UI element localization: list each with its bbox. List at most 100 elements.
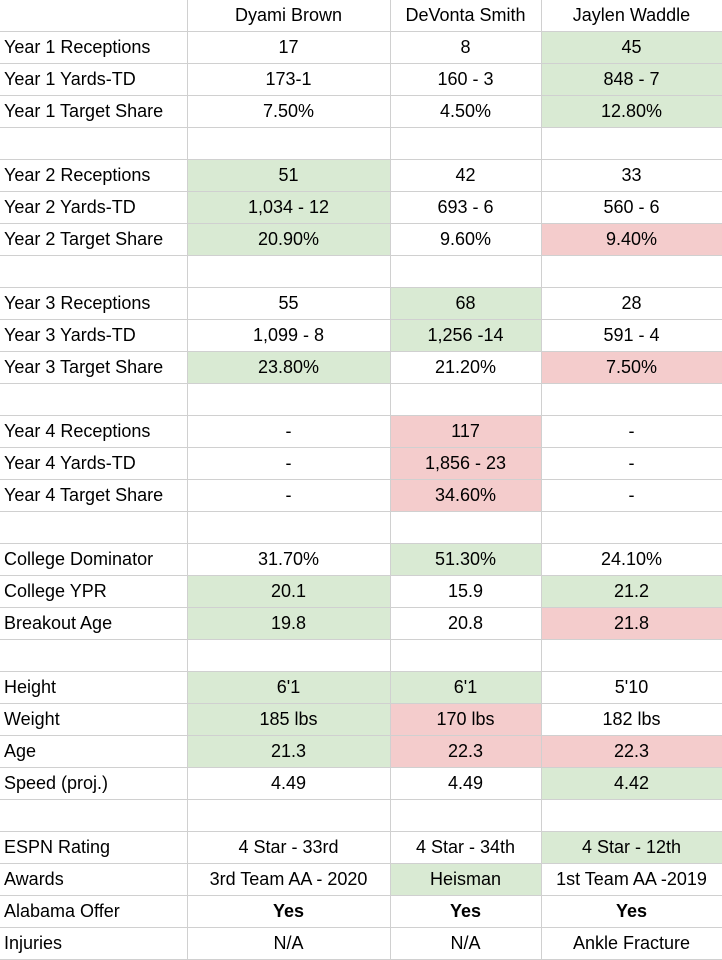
row-label[interactable]: Year 1 Yards-TD	[0, 63, 188, 96]
row-label[interactable]: Year 3 Receptions	[0, 287, 188, 320]
cell-devonta-smith[interactable]: 15.9	[389, 575, 542, 608]
cell-jaylen-waddle[interactable]: 24.10%	[540, 543, 722, 576]
row-label[interactable]: Alabama Offer	[0, 895, 188, 928]
cell-dyami-brown[interactable]: 3rd Team AA - 2020	[186, 863, 391, 896]
row-label[interactable]: Speed (proj.)	[0, 767, 188, 800]
cell-dyami-brown[interactable]: 55	[186, 287, 391, 320]
row-label[interactable]: Year 2 Target Share	[0, 223, 188, 256]
empty-cell[interactable]	[186, 639, 391, 672]
cell-devonta-smith[interactable]: 6'1	[389, 671, 542, 704]
cell-jaylen-waddle[interactable]: 1st Team AA -2019	[540, 863, 722, 896]
cell-jaylen-waddle[interactable]: -	[540, 479, 722, 512]
empty-cell[interactable]	[0, 799, 188, 832]
empty-cell[interactable]	[186, 383, 391, 416]
empty-cell[interactable]	[186, 127, 391, 160]
cell-dyami-brown[interactable]: 185 lbs	[186, 703, 391, 736]
cell-devonta-smith[interactable]: 20.8	[389, 607, 542, 640]
empty-cell[interactable]	[186, 255, 391, 288]
row-label[interactable]: ESPN Rating	[0, 831, 188, 864]
cell-jaylen-waddle[interactable]: Yes	[540, 895, 722, 928]
cell-dyami-brown[interactable]: -	[186, 447, 391, 480]
cell-jaylen-waddle[interactable]: 591 - 4	[540, 319, 722, 352]
empty-cell[interactable]	[389, 799, 542, 832]
row-label[interactable]: Year 2 Yards-TD	[0, 191, 188, 224]
cell-jaylen-waddle[interactable]: 28	[540, 287, 722, 320]
cell-jaylen-waddle[interactable]: 182 lbs	[540, 703, 722, 736]
row-label[interactable]: College YPR	[0, 575, 188, 608]
cell-dyami-brown[interactable]: 17	[186, 31, 391, 64]
cell-dyami-brown[interactable]: 7.50%	[186, 95, 391, 128]
cell-devonta-smith[interactable]: 4.49	[389, 767, 542, 800]
empty-cell[interactable]	[0, 639, 188, 672]
cell-jaylen-waddle[interactable]: 12.80%	[540, 95, 722, 128]
cell-dyami-brown[interactable]: 31.70%	[186, 543, 391, 576]
cell-dyami-brown[interactable]: 20.1	[186, 575, 391, 608]
cell-dyami-brown[interactable]: 1,034 - 12	[186, 191, 391, 224]
row-label[interactable]: Year 3 Target Share	[0, 351, 188, 384]
header-dyami-brown[interactable]: Dyami Brown	[186, 0, 391, 32]
cell-jaylen-waddle[interactable]: 22.3	[540, 735, 722, 768]
cell-devonta-smith[interactable]: 4.50%	[389, 95, 542, 128]
row-label[interactable]: Height	[0, 671, 188, 704]
cell-dyami-brown[interactable]: 51	[186, 159, 391, 192]
cell-jaylen-waddle[interactable]: 848 - 7	[540, 63, 722, 96]
cell-devonta-smith[interactable]: 68	[389, 287, 542, 320]
cell-devonta-smith[interactable]: 34.60%	[389, 479, 542, 512]
empty-cell[interactable]	[540, 383, 722, 416]
header-devonta-smith[interactable]: DeVonta Smith	[389, 0, 542, 32]
empty-cell[interactable]	[186, 511, 391, 544]
row-label[interactable]: Year 4 Receptions	[0, 415, 188, 448]
cell-dyami-brown[interactable]: -	[186, 415, 391, 448]
cell-devonta-smith[interactable]: Heisman	[389, 863, 542, 896]
empty-cell[interactable]	[0, 127, 188, 160]
empty-cell[interactable]	[389, 383, 542, 416]
cell-devonta-smith[interactable]: 21.20%	[389, 351, 542, 384]
cell-jaylen-waddle[interactable]: 21.8	[540, 607, 722, 640]
cell-devonta-smith[interactable]: 1,856 - 23	[389, 447, 542, 480]
cell-devonta-smith[interactable]: 42	[389, 159, 542, 192]
cell-dyami-brown[interactable]: 21.3	[186, 735, 391, 768]
row-label[interactable]: Injuries	[0, 927, 188, 960]
cell-devonta-smith[interactable]: 170 lbs	[389, 703, 542, 736]
empty-cell[interactable]	[0, 255, 188, 288]
empty-cell[interactable]	[540, 127, 722, 160]
cell-dyami-brown[interactable]: 6'1	[186, 671, 391, 704]
cell-dyami-brown[interactable]: 173-1	[186, 63, 391, 96]
empty-cell[interactable]	[0, 511, 188, 544]
row-label[interactable]: Year 2 Receptions	[0, 159, 188, 192]
cell-devonta-smith[interactable]: N/A	[389, 927, 542, 960]
empty-cell[interactable]	[389, 255, 542, 288]
header-corner-cell[interactable]	[0, 0, 188, 32]
cell-devonta-smith[interactable]: 117	[389, 415, 542, 448]
cell-devonta-smith[interactable]: 693 - 6	[389, 191, 542, 224]
row-label[interactable]: Weight	[0, 703, 188, 736]
empty-cell[interactable]	[540, 639, 722, 672]
cell-jaylen-waddle[interactable]: 21.2	[540, 575, 722, 608]
empty-cell[interactable]	[0, 383, 188, 416]
cell-jaylen-waddle[interactable]: 5'10	[540, 671, 722, 704]
empty-cell[interactable]	[540, 799, 722, 832]
row-label[interactable]: College Dominator	[0, 543, 188, 576]
cell-devonta-smith[interactable]: Yes	[389, 895, 542, 928]
row-label[interactable]: Breakout Age	[0, 607, 188, 640]
cell-dyami-brown[interactable]: 23.80%	[186, 351, 391, 384]
cell-devonta-smith[interactable]: 160 - 3	[389, 63, 542, 96]
cell-devonta-smith[interactable]: 1,256 -14	[389, 319, 542, 352]
empty-cell[interactable]	[540, 511, 722, 544]
cell-devonta-smith[interactable]: 4 Star - 34th	[389, 831, 542, 864]
empty-cell[interactable]	[389, 511, 542, 544]
row-label[interactable]: Year 4 Yards-TD	[0, 447, 188, 480]
row-label[interactable]: Year 1 Receptions	[0, 31, 188, 64]
cell-devonta-smith[interactable]: 8	[389, 31, 542, 64]
cell-jaylen-waddle[interactable]: -	[540, 415, 722, 448]
row-label[interactable]: Year 4 Target Share	[0, 479, 188, 512]
empty-cell[interactable]	[389, 127, 542, 160]
cell-jaylen-waddle[interactable]: 45	[540, 31, 722, 64]
cell-dyami-brown[interactable]: -	[186, 479, 391, 512]
cell-jaylen-waddle[interactable]: 4.42	[540, 767, 722, 800]
cell-jaylen-waddle[interactable]: 33	[540, 159, 722, 192]
header-jaylen-waddle[interactable]: Jaylen Waddle	[540, 0, 722, 32]
cell-dyami-brown[interactable]: 19.8	[186, 607, 391, 640]
cell-devonta-smith[interactable]: 22.3	[389, 735, 542, 768]
cell-devonta-smith[interactable]: 51.30%	[389, 543, 542, 576]
